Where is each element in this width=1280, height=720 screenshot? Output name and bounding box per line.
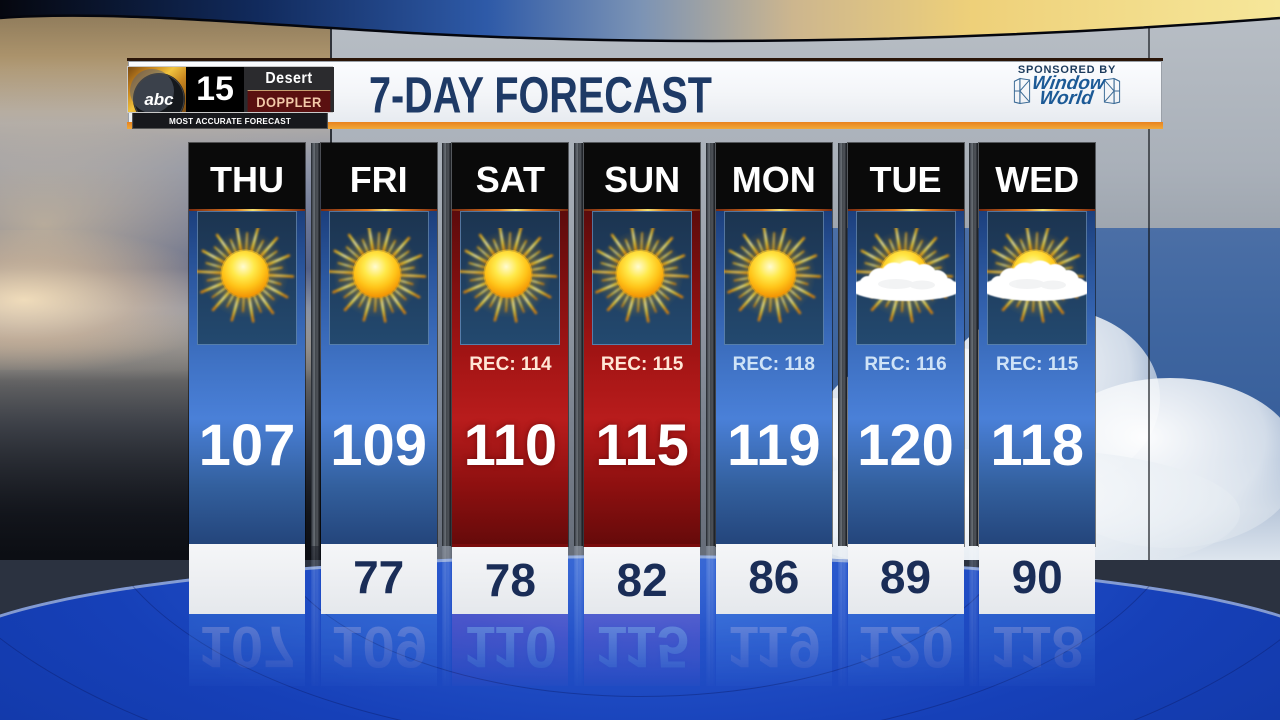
svg-text:abc: abc [144,90,174,109]
